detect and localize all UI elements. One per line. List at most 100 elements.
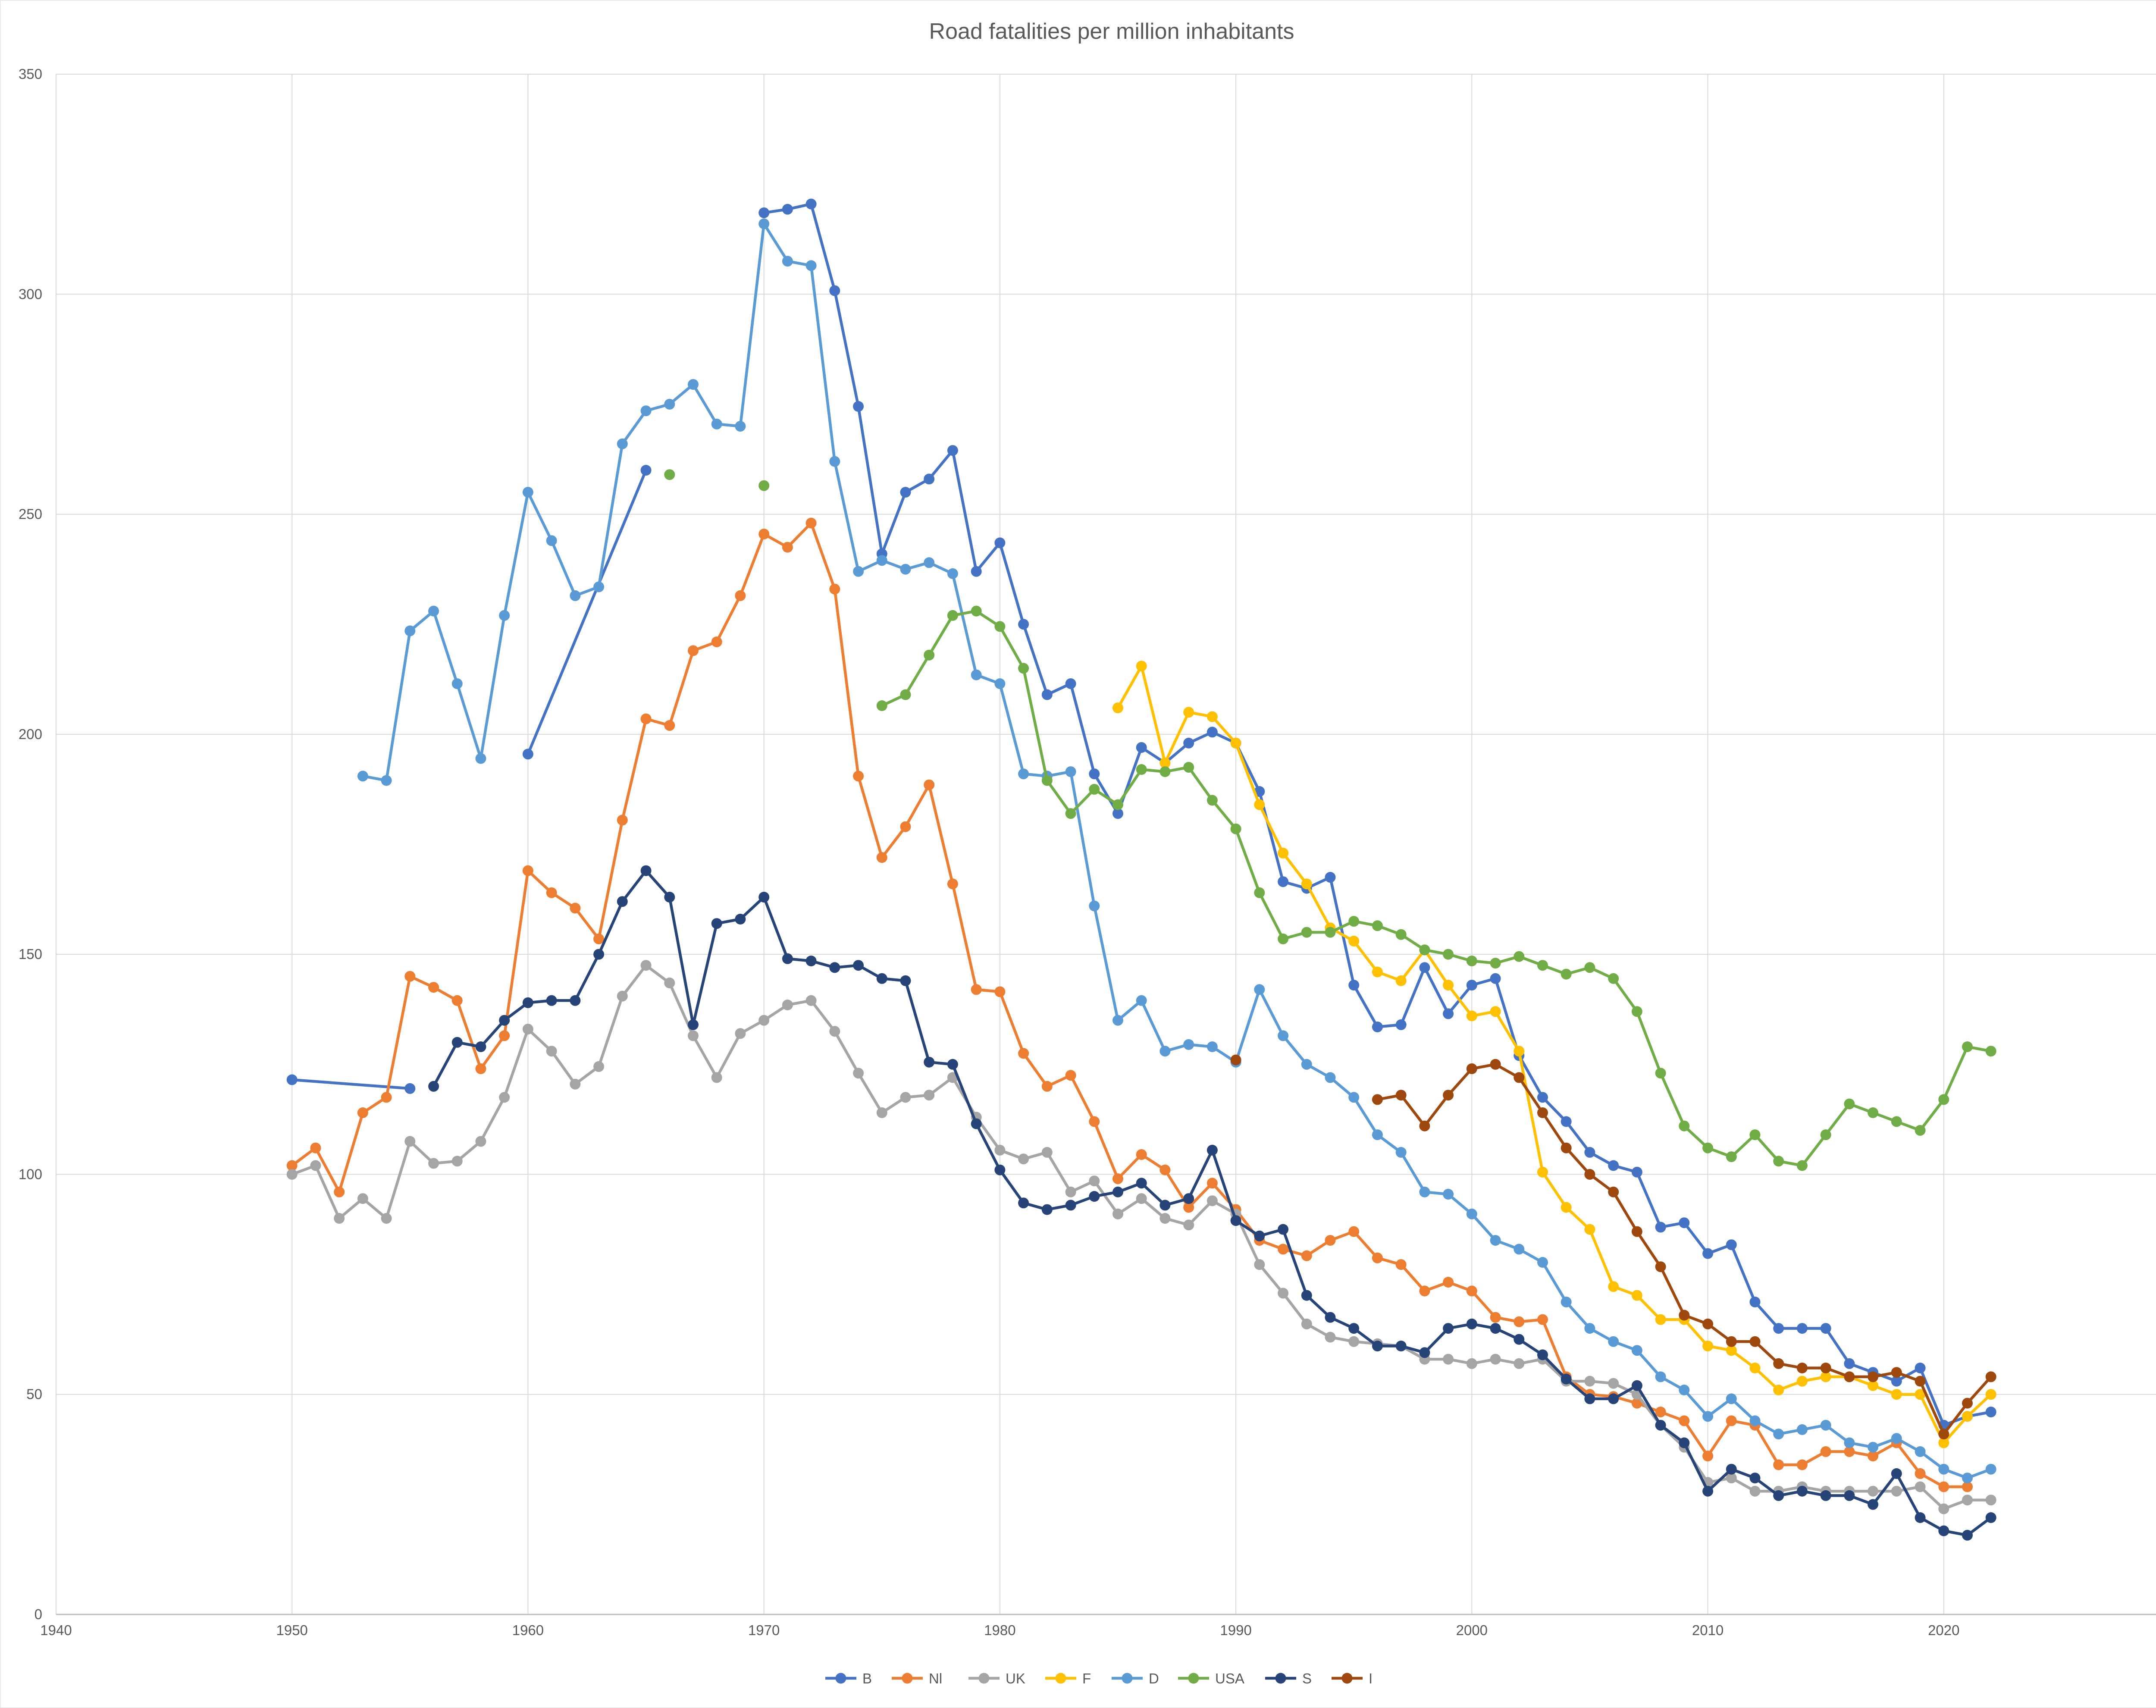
data-point <box>334 1213 345 1224</box>
data-point <box>475 1063 486 1074</box>
data-point <box>688 1030 699 1041</box>
data-point <box>805 995 817 1006</box>
data-point <box>758 207 770 218</box>
data-point <box>1278 1224 1289 1235</box>
data-point <box>1584 962 1595 973</box>
data-point <box>1796 1376 1808 1387</box>
data-point <box>381 1092 392 1103</box>
data-point <box>711 918 722 929</box>
data-point <box>1301 1318 1312 1329</box>
y-tick-label: 0 <box>34 1606 42 1622</box>
data-point <box>1868 1107 1879 1118</box>
data-point <box>1183 1219 1194 1231</box>
data-point <box>570 1078 581 1090</box>
data-point <box>1679 1310 1690 1321</box>
data-point <box>1749 1473 1761 1484</box>
data-point <box>1348 980 1360 991</box>
data-point <box>1915 1446 1926 1457</box>
data-point <box>664 978 675 988</box>
data-point <box>1348 936 1360 946</box>
data-point <box>1584 1323 1595 1334</box>
data-point <box>1537 1314 1548 1325</box>
data-point <box>1136 1193 1147 1204</box>
data-point <box>924 649 935 661</box>
data-point <box>617 815 628 826</box>
data-point <box>570 995 581 1006</box>
data-point <box>1796 1485 1808 1497</box>
data-point <box>1112 808 1123 819</box>
data-point <box>1868 1451 1879 1462</box>
data-point <box>1443 1277 1454 1288</box>
data-point <box>1112 1186 1123 1197</box>
data-point <box>1631 1380 1642 1391</box>
data-point <box>805 198 817 210</box>
data-point <box>1018 1197 1029 1209</box>
data-point <box>1018 619 1029 630</box>
data-point <box>1206 711 1218 722</box>
data-point <box>1348 1226 1360 1237</box>
x-tick-label: 1950 <box>276 1622 308 1638</box>
data-point <box>1089 900 1100 912</box>
data-point <box>1915 1363 1926 1373</box>
data-point <box>1915 1389 1926 1400</box>
data-point <box>1679 1437 1690 1448</box>
data-point <box>1325 1072 1336 1083</box>
data-point <box>310 1142 321 1153</box>
data-point <box>499 1092 510 1103</box>
data-point <box>664 892 675 903</box>
data-point <box>1443 949 1454 960</box>
x-tick-label: 2000 <box>1456 1622 1488 1638</box>
data-point <box>1301 878 1312 890</box>
data-point <box>1514 1072 1525 1083</box>
data-point <box>924 779 935 790</box>
data-point <box>1820 1363 1831 1373</box>
data-point <box>1631 1398 1642 1409</box>
data-point <box>947 1059 958 1070</box>
data-point <box>1749 1485 1761 1497</box>
data-point <box>829 583 840 595</box>
data-point <box>1230 1054 1241 1066</box>
series-line <box>291 964 1991 1511</box>
data-point <box>1726 1151 1737 1163</box>
data-point <box>1183 707 1194 718</box>
data-point <box>1561 1373 1572 1385</box>
x-tick-label: 2010 <box>1692 1622 1724 1638</box>
data-point <box>1749 1296 1761 1307</box>
data-point <box>1372 1094 1383 1105</box>
data-point <box>1985 1046 1996 1057</box>
data-point <box>1348 1323 1360 1334</box>
data-point <box>1584 1376 1595 1387</box>
legend: B Nl UK F D USA S I <box>825 1670 1373 1686</box>
x-tick-label: 1980 <box>984 1622 1015 1638</box>
data-point <box>357 1107 368 1118</box>
data-point <box>900 1092 911 1103</box>
legend-item-usa: USA <box>1178 1670 1244 1686</box>
data-point <box>1466 956 1477 966</box>
data-point <box>546 1046 557 1057</box>
data-point <box>1206 795 1218 806</box>
data-point <box>1089 1116 1100 1127</box>
data-point <box>829 962 840 973</box>
data-point <box>1749 1363 1761 1373</box>
data-point <box>475 1041 486 1052</box>
data-point <box>1608 973 1619 984</box>
data-point <box>688 645 699 656</box>
data-point <box>688 1019 699 1030</box>
data-point <box>1561 1202 1572 1213</box>
data-point <box>1419 1347 1430 1358</box>
series-d <box>357 218 1996 1484</box>
data-point <box>357 771 368 782</box>
data-point <box>735 590 746 601</box>
data-point <box>711 636 722 647</box>
legend-item-b: B <box>825 1670 872 1686</box>
legend-dot-marker <box>1341 1673 1353 1684</box>
data-point <box>758 480 770 491</box>
data-point <box>1773 1323 1784 1334</box>
data-point <box>593 933 605 944</box>
data-point <box>1584 1224 1595 1235</box>
data-point <box>1773 1490 1784 1501</box>
data-point <box>1348 1092 1360 1103</box>
data-point <box>1159 1213 1171 1224</box>
data-point <box>735 1028 746 1039</box>
data-point <box>1230 1215 1241 1226</box>
